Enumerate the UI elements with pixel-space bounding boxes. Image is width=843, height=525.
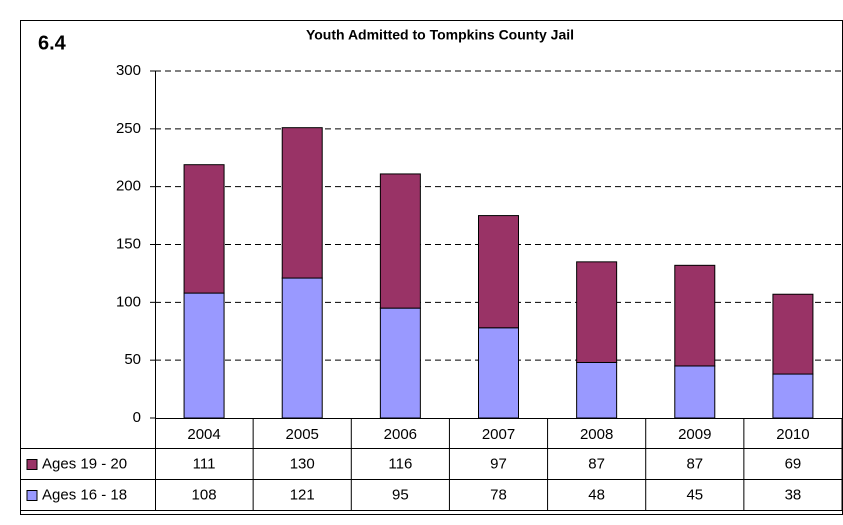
x-tick-label: 2009 [678, 426, 711, 443]
bar [772, 373, 814, 419]
y-tick-label: 150 [116, 235, 141, 252]
table-value: 69 [785, 455, 802, 472]
bar [281, 277, 323, 419]
table-value: 78 [490, 486, 507, 503]
x-tick-label: 2005 [286, 426, 319, 443]
table-value: 97 [490, 455, 507, 472]
x-tick-label: 2008 [580, 426, 613, 443]
legend-swatch [26, 459, 38, 470]
y-tick-label: 250 [116, 120, 141, 137]
bar [772, 293, 814, 375]
bar [379, 173, 421, 309]
table-value: 130 [290, 455, 315, 472]
table-value: 87 [686, 455, 703, 472]
figure-number: 6.4 [38, 32, 67, 54]
y-tick-label: 300 [116, 62, 141, 79]
bar [576, 361, 618, 419]
chart-border [20, 20, 843, 515]
table-value: 108 [192, 486, 217, 503]
table-value: 48 [588, 486, 605, 503]
table-value: 87 [588, 455, 605, 472]
bar [379, 307, 421, 419]
bar [478, 327, 519, 419]
table-value: 111 [193, 455, 216, 472]
bar [478, 215, 519, 329]
table-value: 45 [686, 486, 703, 503]
table-value: 95 [392, 486, 409, 503]
table-value: 38 [785, 486, 802, 503]
x-tick-label: 2010 [776, 426, 809, 443]
table-value: 121 [290, 486, 315, 503]
bar [183, 292, 225, 419]
table-value: 116 [388, 455, 412, 472]
x-tick-label: 2007 [482, 426, 515, 443]
bar [674, 365, 716, 419]
x-tick-label: 2004 [187, 426, 220, 443]
y-tick-label: 0 [133, 409, 141, 426]
bar [183, 164, 225, 294]
bar [674, 264, 716, 367]
chart-title: Youth Admitted to Tompkins County Jail [306, 27, 574, 43]
y-tick-label: 100 [116, 293, 141, 310]
y-tick-label: 200 [116, 178, 141, 195]
bar [576, 261, 618, 363]
y-tick-label: 50 [124, 351, 141, 368]
legend-label: Ages 19 - 20 [42, 455, 127, 472]
x-tick-label: 2006 [384, 426, 417, 443]
legend-label: Ages 16 - 18 [42, 486, 127, 503]
bar [281, 127, 323, 279]
legend-swatch [26, 490, 38, 501]
